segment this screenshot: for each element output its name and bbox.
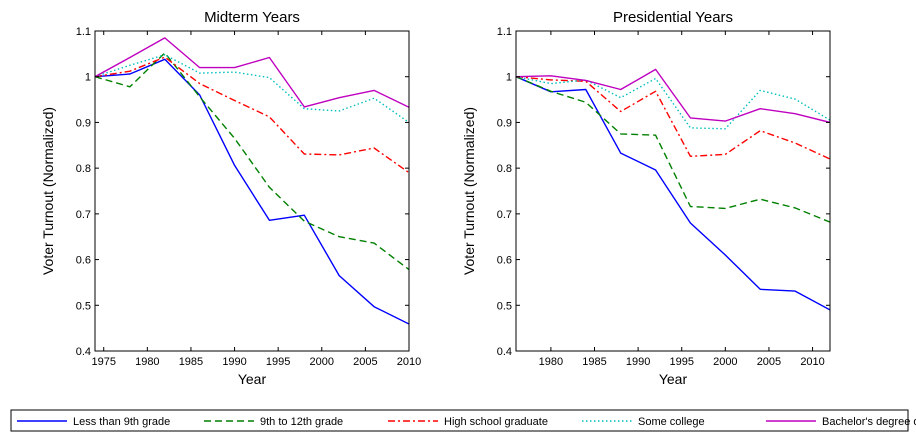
midterm-ytick-label: 0.9 [76, 117, 91, 129]
midterm-xtick-label: 1995 [266, 356, 290, 368]
midterm-axes-box [94, 30, 410, 352]
presidential-ytick-label: 0.4 [497, 346, 512, 358]
midterm-series-line-1 [95, 58, 409, 325]
presidential-series-line-4 [516, 76, 830, 130]
presidential-ytick-label: 1 [506, 72, 512, 84]
midterm-ytick-label: 0.4 [76, 346, 91, 358]
legend-label-2: 9th to 12th grade [260, 416, 343, 428]
midterm-ytick-label: 0.8 [76, 163, 91, 175]
midterm-ytick-label: 0.7 [76, 209, 91, 221]
presidential-xtick-label: 1995 [669, 356, 693, 368]
midterm-xtick-label: 2010 [397, 356, 421, 368]
midterm-chart-title: Midterm Years [204, 9, 300, 26]
presidential-x-axis-label: Year [659, 371, 688, 387]
presidential-series-line-3 [516, 76, 830, 160]
presidential-chart-title: Presidential Years [613, 9, 733, 26]
midterm-series-line-2 [95, 52, 409, 271]
presidential-series-line-2 [516, 76, 830, 223]
midterm-xtick-label: 2000 [310, 356, 334, 368]
midterm-xtick-label: 1990 [222, 356, 246, 368]
legend-label-5: Bachelor's degree or more [822, 416, 916, 428]
presidential-ytick-label: 0.6 [497, 255, 512, 267]
midterm-x-axis-label: Year [238, 371, 267, 387]
legend-label-3: High school graduate [444, 416, 548, 428]
presidential-xtick-label: 1980 [539, 356, 563, 368]
presidential-series-line-5 [516, 68, 830, 124]
presidential-ytick-label: 0.9 [497, 117, 512, 129]
midterm-xtick-label: 2005 [353, 356, 377, 368]
midterm-xtick-label: 1975 [91, 356, 115, 368]
presidential-xtick-label: 2000 [713, 356, 737, 368]
presidential-series-group [516, 68, 830, 311]
legend-box [10, 409, 909, 432]
presidential-chart: 1980 1985 1990 1995 2000 2005 2010 0.4 0.5 0.6 0.7… [461, 9, 831, 387]
presidential-xtick-label: 2005 [757, 356, 781, 368]
presidential-ytick-label: 0.5 [497, 300, 512, 312]
presidential-xtick-label: 1990 [626, 356, 650, 368]
midterm-series-line-4 [95, 54, 409, 123]
legend-label-1: Less than 9th grade [73, 416, 170, 428]
midterm-xtick-label: 1985 [179, 356, 203, 368]
legend-label-4: Some college [638, 416, 705, 428]
midterm-series-group [95, 37, 409, 325]
presidential-series-line-1 [516, 76, 830, 311]
presidential-ytick-label: 1.1 [497, 26, 512, 38]
presidential-ytick-label: 0.7 [497, 209, 512, 221]
midterm-xtick-label: 1980 [135, 356, 159, 368]
midterm-ytick-label: 1 [85, 72, 91, 84]
presidential-xtick-label: 2010 [800, 356, 824, 368]
presidential-y-axis-label: Voter Turnout (Normalized) [461, 107, 477, 275]
midterm-ytick-label: 1.1 [76, 26, 91, 38]
presidential-xtick-label: 1985 [582, 356, 606, 368]
legend: Less than 9th grade 9th to 12th grade High… [10, 409, 916, 432]
midterm-series-line-5 [95, 37, 409, 108]
midterm-ytick-label: 0.6 [76, 255, 91, 267]
midterm-y-axis-label: Voter Turnout (Normalized) [40, 107, 56, 275]
midterm-chart: 1975 1980 1985 1990 1995 2000 2005 2010 0.4 0.5 0.… [40, 9, 421, 387]
presidential-axes-box [515, 30, 831, 352]
midterm-ytick-label: 0.5 [76, 300, 91, 312]
presidential-ytick-label: 0.8 [497, 163, 512, 175]
